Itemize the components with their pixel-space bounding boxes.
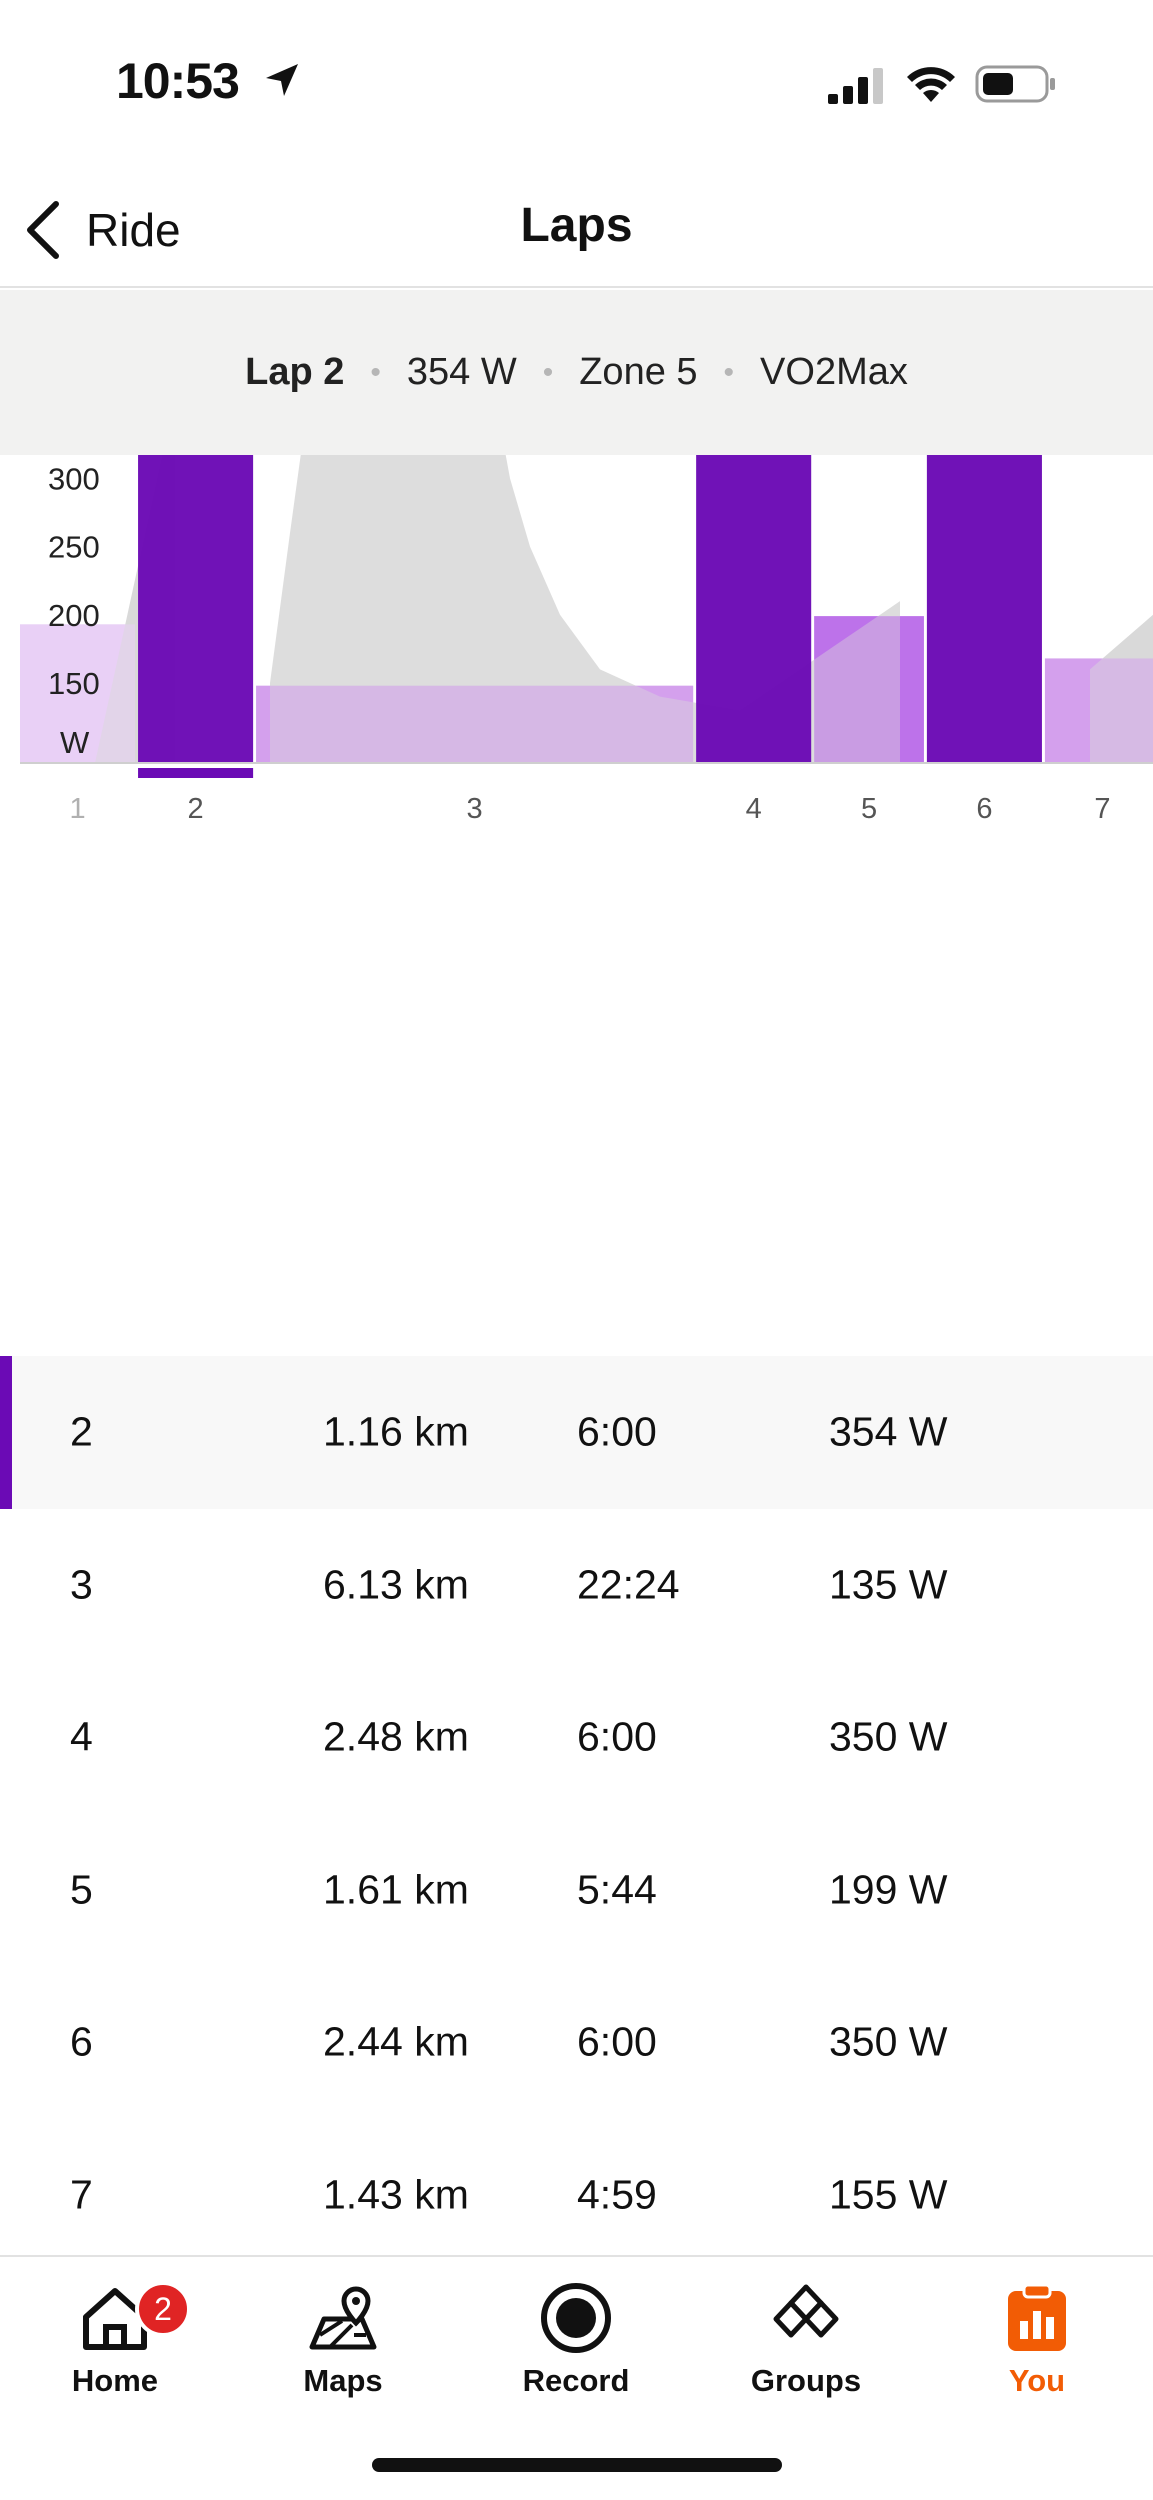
lap-bar-overlay-7 <box>1044 658 1153 763</box>
lap-summary: Lap 2 • 354 W • Zone 5 • VO2Max <box>0 290 1153 455</box>
tab-maps-label: Maps <box>303 2363 383 2398</box>
separator-dot: • <box>723 355 735 389</box>
x-tick-label: 7 <box>1094 793 1110 825</box>
summary-power: 354 W <box>406 351 517 393</box>
tab-maps[interactable]: Maps <box>248 2271 438 2421</box>
lap-time: 5:44 <box>577 1866 657 1913</box>
lap-distance: 1.43 km <box>323 2171 469 2218</box>
lap-row[interactable]: 3 6.13 km 22:24 135 W <box>0 1509 1153 1662</box>
lap-power: 350 W <box>829 1713 948 1760</box>
lap-number: 2 <box>70 1408 93 1455</box>
signal-icon <box>828 68 883 104</box>
lap-bar-4 <box>696 455 812 763</box>
x-tick-label: 2 <box>188 793 204 825</box>
tab-home-label: Home <box>71 2363 159 2398</box>
lap-power: 135 W <box>829 1561 948 1608</box>
back-button[interactable]: Ride <box>22 190 222 270</box>
you-clipboard-chart-icon <box>1008 2283 1066 2351</box>
lap-row[interactable]: 2 1.16 km 6:00 354 W <box>0 1356 1153 1509</box>
laps-table: 2 1.16 km 6:00 354 W 3 6.13 km 22:24 135 W 4 2.48… <box>0 1356 1153 2271</box>
laps-power-chart[interactable]: 150200250300350400W1234567 <box>0 455 1153 1355</box>
lap-number: 6 <box>70 2018 93 2065</box>
groups-icon <box>773 2284 839 2338</box>
nav-header: Ride Laps <box>0 170 1153 288</box>
lap-row[interactable]: 5 1.61 km 5:44 199 W <box>0 1814 1153 1967</box>
maps-icon <box>309 2286 377 2350</box>
chevron-left-icon <box>27 201 59 259</box>
lap-distance: 2.44 km <box>323 2018 469 2065</box>
lap-number: 5 <box>70 1866 93 1913</box>
lap-row[interactable]: 7 1.43 km 4:59 155 W <box>0 2119 1153 2272</box>
wifi-icon <box>907 67 955 102</box>
tab-you[interactable]: You <box>942 2271 1132 2421</box>
x-tick-label: 6 <box>976 793 992 825</box>
lap-number: 4 <box>70 1713 93 1760</box>
lap-power: 199 W <box>829 1866 948 1913</box>
lap-distance: 2.48 km <box>323 1713 469 1760</box>
lap-bar-6 <box>926 455 1042 763</box>
chart-canvas[interactable]: 150200250300350400W1234567 <box>0 455 1153 1355</box>
lap-number: 3 <box>70 1561 93 1608</box>
lap-row[interactable]: 6 2.44 km 6:00 350 W <box>0 1966 1153 2119</box>
status-bar: 10:53 <box>0 0 1153 170</box>
separator-dot: • <box>370 355 381 389</box>
x-tick-label: 5 <box>861 793 877 825</box>
back-label: Ride <box>86 204 181 256</box>
y-tick-label: 300 <box>48 461 100 496</box>
tab-groups-label: Groups <box>750 2363 862 2398</box>
tab-you-label: You <box>1008 2363 1066 2398</box>
separator-dot: • <box>542 355 554 389</box>
status-time: 10:53 <box>116 53 240 109</box>
summary-zone: Zone 5 <box>579 351 698 393</box>
lap-distance: 1.16 km <box>323 1408 469 1455</box>
y-tick-label: 250 <box>48 530 100 565</box>
record-icon <box>541 2283 611 2353</box>
lap-bar-2 <box>138 455 254 763</box>
summary-lap: Lap 2 <box>245 351 345 393</box>
x-tick-label: 4 <box>746 793 762 825</box>
summary-zone-name: VO2Max <box>760 351 908 393</box>
tab-record-label: Record <box>522 2363 630 2398</box>
y-tick-label: 200 <box>48 598 100 633</box>
page-title: Laps <box>520 199 633 252</box>
x-tick-label: 3 <box>467 793 483 825</box>
lap-time: 6:00 <box>577 2018 657 2065</box>
location-arrow-icon <box>266 64 298 96</box>
lap-time: 4:59 <box>577 2171 657 2218</box>
lap-power: 354 W <box>829 1408 948 1455</box>
x-tick-label: 1 <box>69 793 85 825</box>
lap-time: 6:00 <box>577 1713 657 1760</box>
lap-bar-overlay-1 <box>20 624 136 763</box>
lap-bar-overlay-5 <box>814 616 924 763</box>
lap-distance: 1.61 km <box>323 1866 469 1913</box>
lap-time: 6:00 <box>577 1408 657 1455</box>
selected-lap-indicator <box>138 768 254 778</box>
tab-home[interactable]: 2 Home <box>20 2271 210 2421</box>
lap-power: 350 W <box>829 2018 948 2065</box>
lap-bar-overlay-3 <box>256 685 694 763</box>
y-tick-label: 150 <box>48 666 100 701</box>
battery-icon <box>975 65 1055 103</box>
tab-groups[interactable]: Groups <box>711 2271 901 2421</box>
lap-row[interactable]: 4 2.48 km 6:00 350 W <box>0 1661 1153 1814</box>
lap-time: 22:24 <box>577 1561 680 1608</box>
home-badge: 2 <box>135 2281 191 2337</box>
tab-record[interactable]: Record <box>481 2271 671 2421</box>
lap-distance: 6.13 km <box>323 1561 469 1608</box>
lap-number: 7 <box>70 2171 93 2218</box>
lap-power: 155 W <box>829 2171 948 2218</box>
y-unit-label: W <box>60 725 90 760</box>
home-indicator <box>372 2458 782 2472</box>
home-icon <box>83 2288 147 2350</box>
